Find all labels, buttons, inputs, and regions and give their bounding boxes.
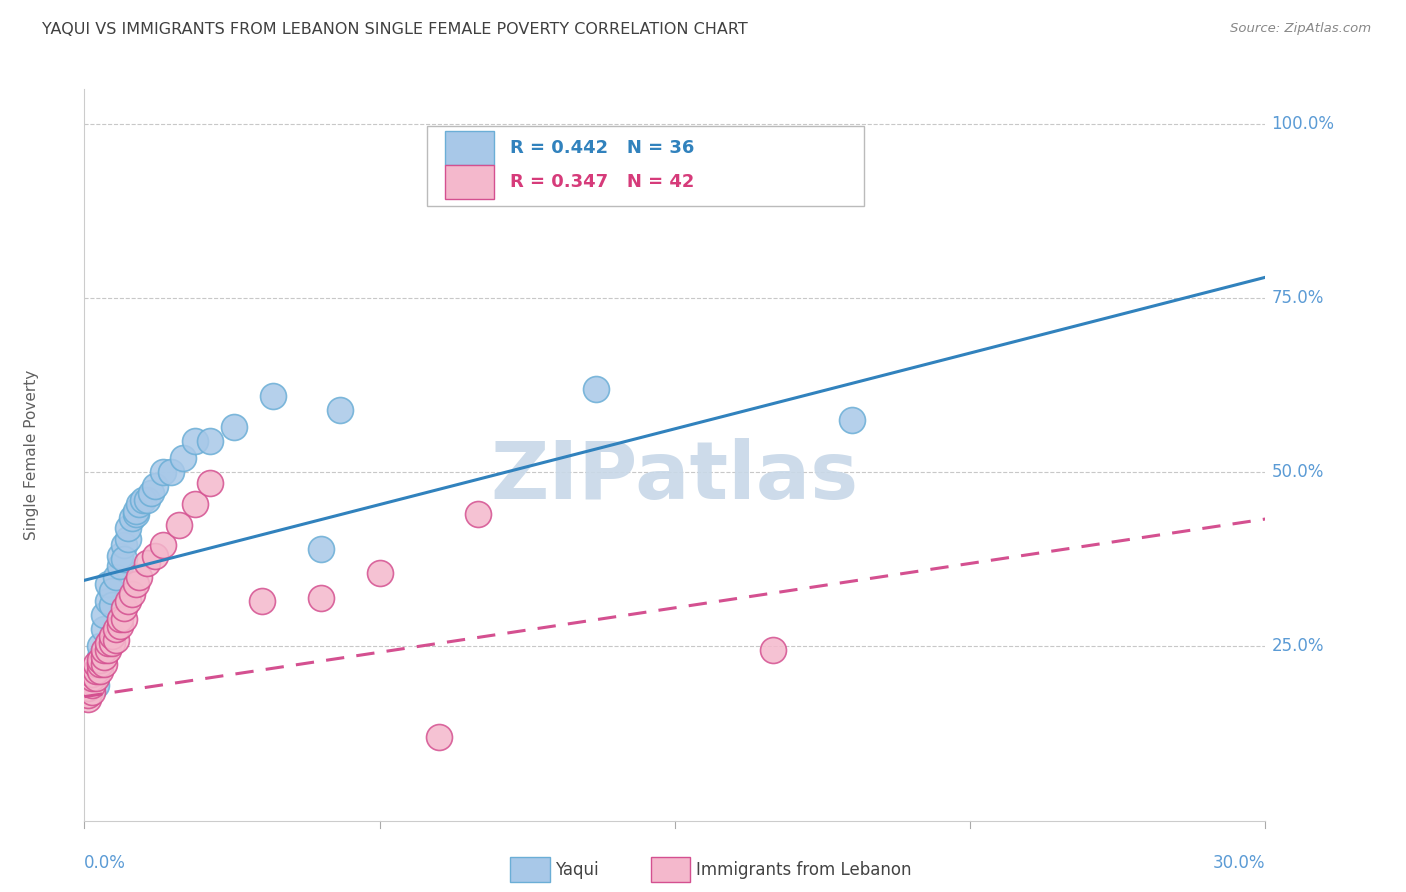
Point	[124, 507, 146, 521]
Point	[112, 612, 135, 626]
Text: R = 0.347   N = 42: R = 0.347 N = 42	[509, 173, 695, 191]
Point	[117, 594, 139, 608]
Text: 30.0%: 30.0%	[1213, 854, 1265, 871]
Point	[183, 497, 205, 511]
Text: Immigrants from Lebanon: Immigrants from Lebanon	[696, 861, 911, 879]
Point	[104, 570, 127, 584]
Point	[136, 556, 159, 570]
Point	[93, 643, 115, 657]
Point	[97, 643, 120, 657]
Point	[97, 636, 120, 650]
Point	[77, 688, 100, 702]
Point	[104, 622, 127, 636]
Point	[121, 510, 143, 524]
Point	[93, 622, 115, 636]
Point	[104, 632, 127, 647]
Point	[309, 591, 332, 605]
Text: R = 0.442   N = 36: R = 0.442 N = 36	[509, 139, 695, 157]
Point	[108, 559, 131, 574]
FancyBboxPatch shape	[444, 165, 494, 199]
FancyBboxPatch shape	[444, 131, 494, 164]
Text: 75.0%: 75.0%	[1271, 289, 1323, 307]
Text: 25.0%: 25.0%	[1271, 638, 1324, 656]
Point	[143, 549, 166, 563]
Point	[136, 493, 159, 508]
Point	[84, 664, 107, 678]
Text: Yaqui: Yaqui	[555, 861, 599, 879]
Point	[89, 657, 111, 671]
Point	[222, 420, 245, 434]
Text: Source: ZipAtlas.com: Source: ZipAtlas.com	[1230, 22, 1371, 36]
Point	[84, 678, 107, 692]
Text: 50.0%: 50.0%	[1271, 463, 1323, 482]
Point	[427, 730, 450, 744]
Point	[108, 618, 131, 632]
Point	[97, 576, 120, 591]
Text: YAQUI VS IMMIGRANTS FROM LEBANON SINGLE FEMALE POVERTY CORRELATION CHART: YAQUI VS IMMIGRANTS FROM LEBANON SINGLE …	[42, 22, 748, 37]
Point	[250, 594, 273, 608]
Point	[97, 594, 120, 608]
Point	[84, 671, 107, 685]
Point	[89, 653, 111, 667]
Point	[82, 667, 104, 681]
Point	[93, 657, 115, 671]
Point	[160, 466, 183, 480]
Point	[93, 649, 115, 664]
Point	[89, 649, 111, 664]
Point	[101, 636, 124, 650]
Text: ZIPatlas: ZIPatlas	[491, 438, 859, 516]
Point	[368, 566, 391, 581]
Point	[117, 532, 139, 546]
Point	[112, 539, 135, 553]
Point	[124, 503, 146, 517]
Text: 0.0%: 0.0%	[84, 854, 127, 871]
Point	[82, 685, 104, 699]
Point	[152, 466, 174, 480]
Text: Single Female Poverty: Single Female Poverty	[24, 370, 39, 540]
Point	[200, 475, 222, 490]
Point	[262, 389, 284, 403]
Point	[167, 517, 190, 532]
Point	[89, 640, 111, 654]
Point	[585, 382, 607, 396]
Point	[93, 608, 115, 623]
Point	[101, 629, 124, 643]
Point	[112, 552, 135, 566]
Text: 100.0%: 100.0%	[1271, 115, 1334, 133]
Point	[200, 434, 222, 448]
Point	[329, 402, 352, 417]
Point	[84, 657, 107, 671]
Point	[309, 541, 332, 556]
Point	[77, 681, 100, 696]
Point	[124, 576, 146, 591]
Point	[183, 434, 205, 448]
Point	[77, 691, 100, 706]
Point	[152, 539, 174, 553]
Point	[108, 612, 131, 626]
Point	[841, 413, 863, 427]
Point	[84, 664, 107, 678]
Point	[128, 497, 150, 511]
Point	[141, 486, 163, 500]
Point	[467, 507, 489, 521]
Point	[82, 678, 104, 692]
Point	[101, 598, 124, 612]
Point	[82, 671, 104, 685]
Point	[121, 587, 143, 601]
Point	[762, 643, 785, 657]
Point	[132, 493, 155, 508]
Point	[108, 549, 131, 563]
Point	[101, 583, 124, 598]
Point	[172, 451, 194, 466]
Point	[117, 521, 139, 535]
Point	[112, 601, 135, 615]
FancyBboxPatch shape	[427, 126, 863, 206]
Point	[143, 479, 166, 493]
Point	[128, 570, 150, 584]
Point	[89, 664, 111, 678]
